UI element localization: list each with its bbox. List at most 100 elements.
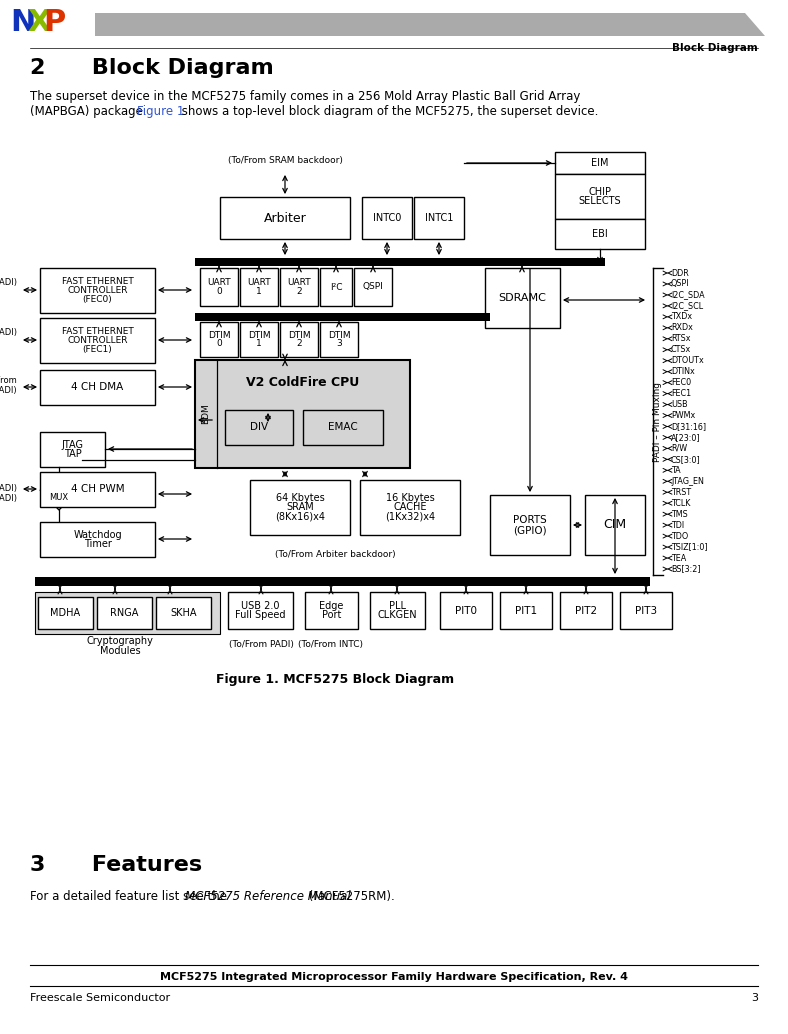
Text: SRAM: SRAM bbox=[286, 503, 314, 513]
Text: (To/From PADI): (To/From PADI) bbox=[0, 328, 17, 336]
Text: FEC1: FEC1 bbox=[671, 389, 691, 398]
Text: (MAPBGA) package.: (MAPBGA) package. bbox=[30, 105, 151, 118]
Text: TDI: TDI bbox=[671, 521, 684, 529]
Text: EMAC: EMAC bbox=[328, 423, 358, 432]
Text: DDR: DDR bbox=[671, 269, 689, 277]
Text: 0: 0 bbox=[216, 339, 222, 348]
Text: CACHE: CACHE bbox=[393, 503, 427, 513]
Text: (MCF5275RM).: (MCF5275RM). bbox=[305, 890, 395, 903]
Text: FEC0: FEC0 bbox=[671, 378, 691, 387]
Text: 1: 1 bbox=[256, 339, 262, 348]
Text: TDO: TDO bbox=[671, 531, 688, 541]
Text: CTSx: CTSx bbox=[671, 345, 691, 355]
Text: BDM: BDM bbox=[202, 403, 210, 424]
Bar bbox=[228, 592, 293, 629]
Bar bbox=[360, 480, 460, 535]
Bar bbox=[200, 268, 238, 306]
Text: TMS: TMS bbox=[671, 510, 688, 519]
Text: SDRAMC: SDRAMC bbox=[499, 293, 546, 303]
Text: MCF5275 Reference Manual: MCF5275 Reference Manual bbox=[185, 890, 351, 903]
Text: Cryptography: Cryptography bbox=[87, 636, 154, 646]
Text: JTAG: JTAG bbox=[61, 439, 84, 450]
Text: 1: 1 bbox=[256, 286, 262, 296]
Text: 3: 3 bbox=[751, 993, 758, 1003]
Text: R/W: R/W bbox=[671, 444, 687, 453]
Text: EIM: EIM bbox=[591, 158, 609, 168]
Text: TXDx: TXDx bbox=[671, 312, 692, 322]
Bar bbox=[555, 152, 645, 174]
Text: JTAG_EN: JTAG_EN bbox=[82, 493, 117, 503]
Bar bbox=[225, 410, 293, 445]
Text: (To/From PADI): (To/From PADI) bbox=[0, 277, 17, 286]
Text: (To/From: (To/From bbox=[0, 375, 17, 385]
Text: (FEC1): (FEC1) bbox=[83, 344, 113, 354]
Text: USB: USB bbox=[671, 400, 688, 409]
Bar bbox=[560, 592, 612, 629]
Bar bbox=[620, 592, 672, 629]
Bar bbox=[500, 592, 552, 629]
Text: (8Kx16)x4: (8Kx16)x4 bbox=[275, 512, 325, 522]
Text: 64 Kbytes: 64 Kbytes bbox=[276, 493, 325, 504]
Text: PIT0: PIT0 bbox=[455, 606, 477, 615]
Bar bbox=[354, 268, 392, 306]
Text: JTAG_EN: JTAG_EN bbox=[671, 477, 704, 486]
Text: PWMx: PWMx bbox=[671, 412, 695, 420]
Text: V2 ColdFire CPU: V2 ColdFire CPU bbox=[246, 375, 359, 389]
Text: (FEC0): (FEC0) bbox=[83, 295, 113, 304]
Bar bbox=[414, 197, 464, 239]
Text: shows a top-level block diagram of the MCF5275, the superset device.: shows a top-level block diagram of the M… bbox=[178, 105, 598, 118]
Text: I2C_SCL: I2C_SCL bbox=[671, 301, 703, 310]
Text: N: N bbox=[10, 8, 35, 37]
Bar bbox=[303, 410, 383, 445]
Bar bbox=[585, 495, 645, 555]
Bar bbox=[40, 370, 155, 405]
Text: DTIM: DTIM bbox=[328, 331, 351, 339]
Text: DTOUTx: DTOUTx bbox=[671, 356, 704, 365]
Text: DTINx: DTINx bbox=[671, 367, 695, 376]
Text: Figure 1: Figure 1 bbox=[137, 105, 184, 118]
Text: FAST ETHERNET: FAST ETHERNET bbox=[61, 327, 133, 336]
Text: P: P bbox=[43, 8, 65, 37]
Text: TAP: TAP bbox=[64, 449, 81, 459]
Bar bbox=[305, 592, 358, 629]
Bar bbox=[35, 592, 220, 634]
Text: (To/From PADI): (To/From PADI) bbox=[0, 485, 17, 493]
Text: For a detailed feature list see the: For a detailed feature list see the bbox=[30, 890, 231, 903]
Text: USB 2.0: USB 2.0 bbox=[241, 601, 280, 611]
Text: UART: UART bbox=[247, 278, 271, 287]
Text: (To/From INTC): (To/From INTC) bbox=[299, 640, 363, 649]
Text: Port: Port bbox=[322, 610, 341, 620]
Bar bbox=[485, 268, 560, 328]
Text: TSIZ[1:0]: TSIZ[1:0] bbox=[671, 543, 708, 551]
Text: I2C_SDA: I2C_SDA bbox=[671, 291, 704, 300]
Text: RXDx: RXDx bbox=[671, 324, 693, 332]
Text: Arbiter: Arbiter bbox=[264, 212, 307, 224]
Text: DTIM: DTIM bbox=[288, 331, 310, 339]
Text: BS[3:2]: BS[3:2] bbox=[671, 565, 701, 574]
Bar bbox=[195, 258, 605, 266]
Text: 3: 3 bbox=[336, 339, 342, 348]
Bar bbox=[280, 322, 318, 357]
Bar bbox=[97, 597, 152, 629]
Text: 4 CH DMA: 4 CH DMA bbox=[72, 383, 124, 393]
Text: PORTS: PORTS bbox=[513, 515, 547, 525]
Text: Watchdog: Watchdog bbox=[73, 529, 122, 540]
Bar bbox=[362, 197, 412, 239]
Text: 2: 2 bbox=[296, 286, 302, 296]
Bar bbox=[490, 495, 570, 555]
Text: (1Kx32)x4: (1Kx32)x4 bbox=[385, 512, 435, 522]
Bar bbox=[40, 432, 105, 467]
Text: (To/From Arbiter backdoor): (To/From Arbiter backdoor) bbox=[275, 550, 396, 559]
Bar bbox=[220, 197, 350, 239]
Polygon shape bbox=[40, 490, 78, 510]
Bar bbox=[38, 597, 93, 629]
Text: (To/From SRAM backdoor): (To/From SRAM backdoor) bbox=[228, 156, 343, 165]
Text: INTC0: INTC0 bbox=[373, 213, 401, 223]
Text: I²C: I²C bbox=[329, 282, 342, 292]
Text: D[31:16]: D[31:16] bbox=[671, 422, 706, 431]
Text: UART: UART bbox=[287, 278, 310, 287]
Text: FAST ETHERNET: FAST ETHERNET bbox=[61, 277, 133, 286]
Text: QSPI: QSPI bbox=[362, 282, 384, 292]
Polygon shape bbox=[95, 13, 765, 36]
Text: CHIP: CHIP bbox=[589, 187, 611, 196]
